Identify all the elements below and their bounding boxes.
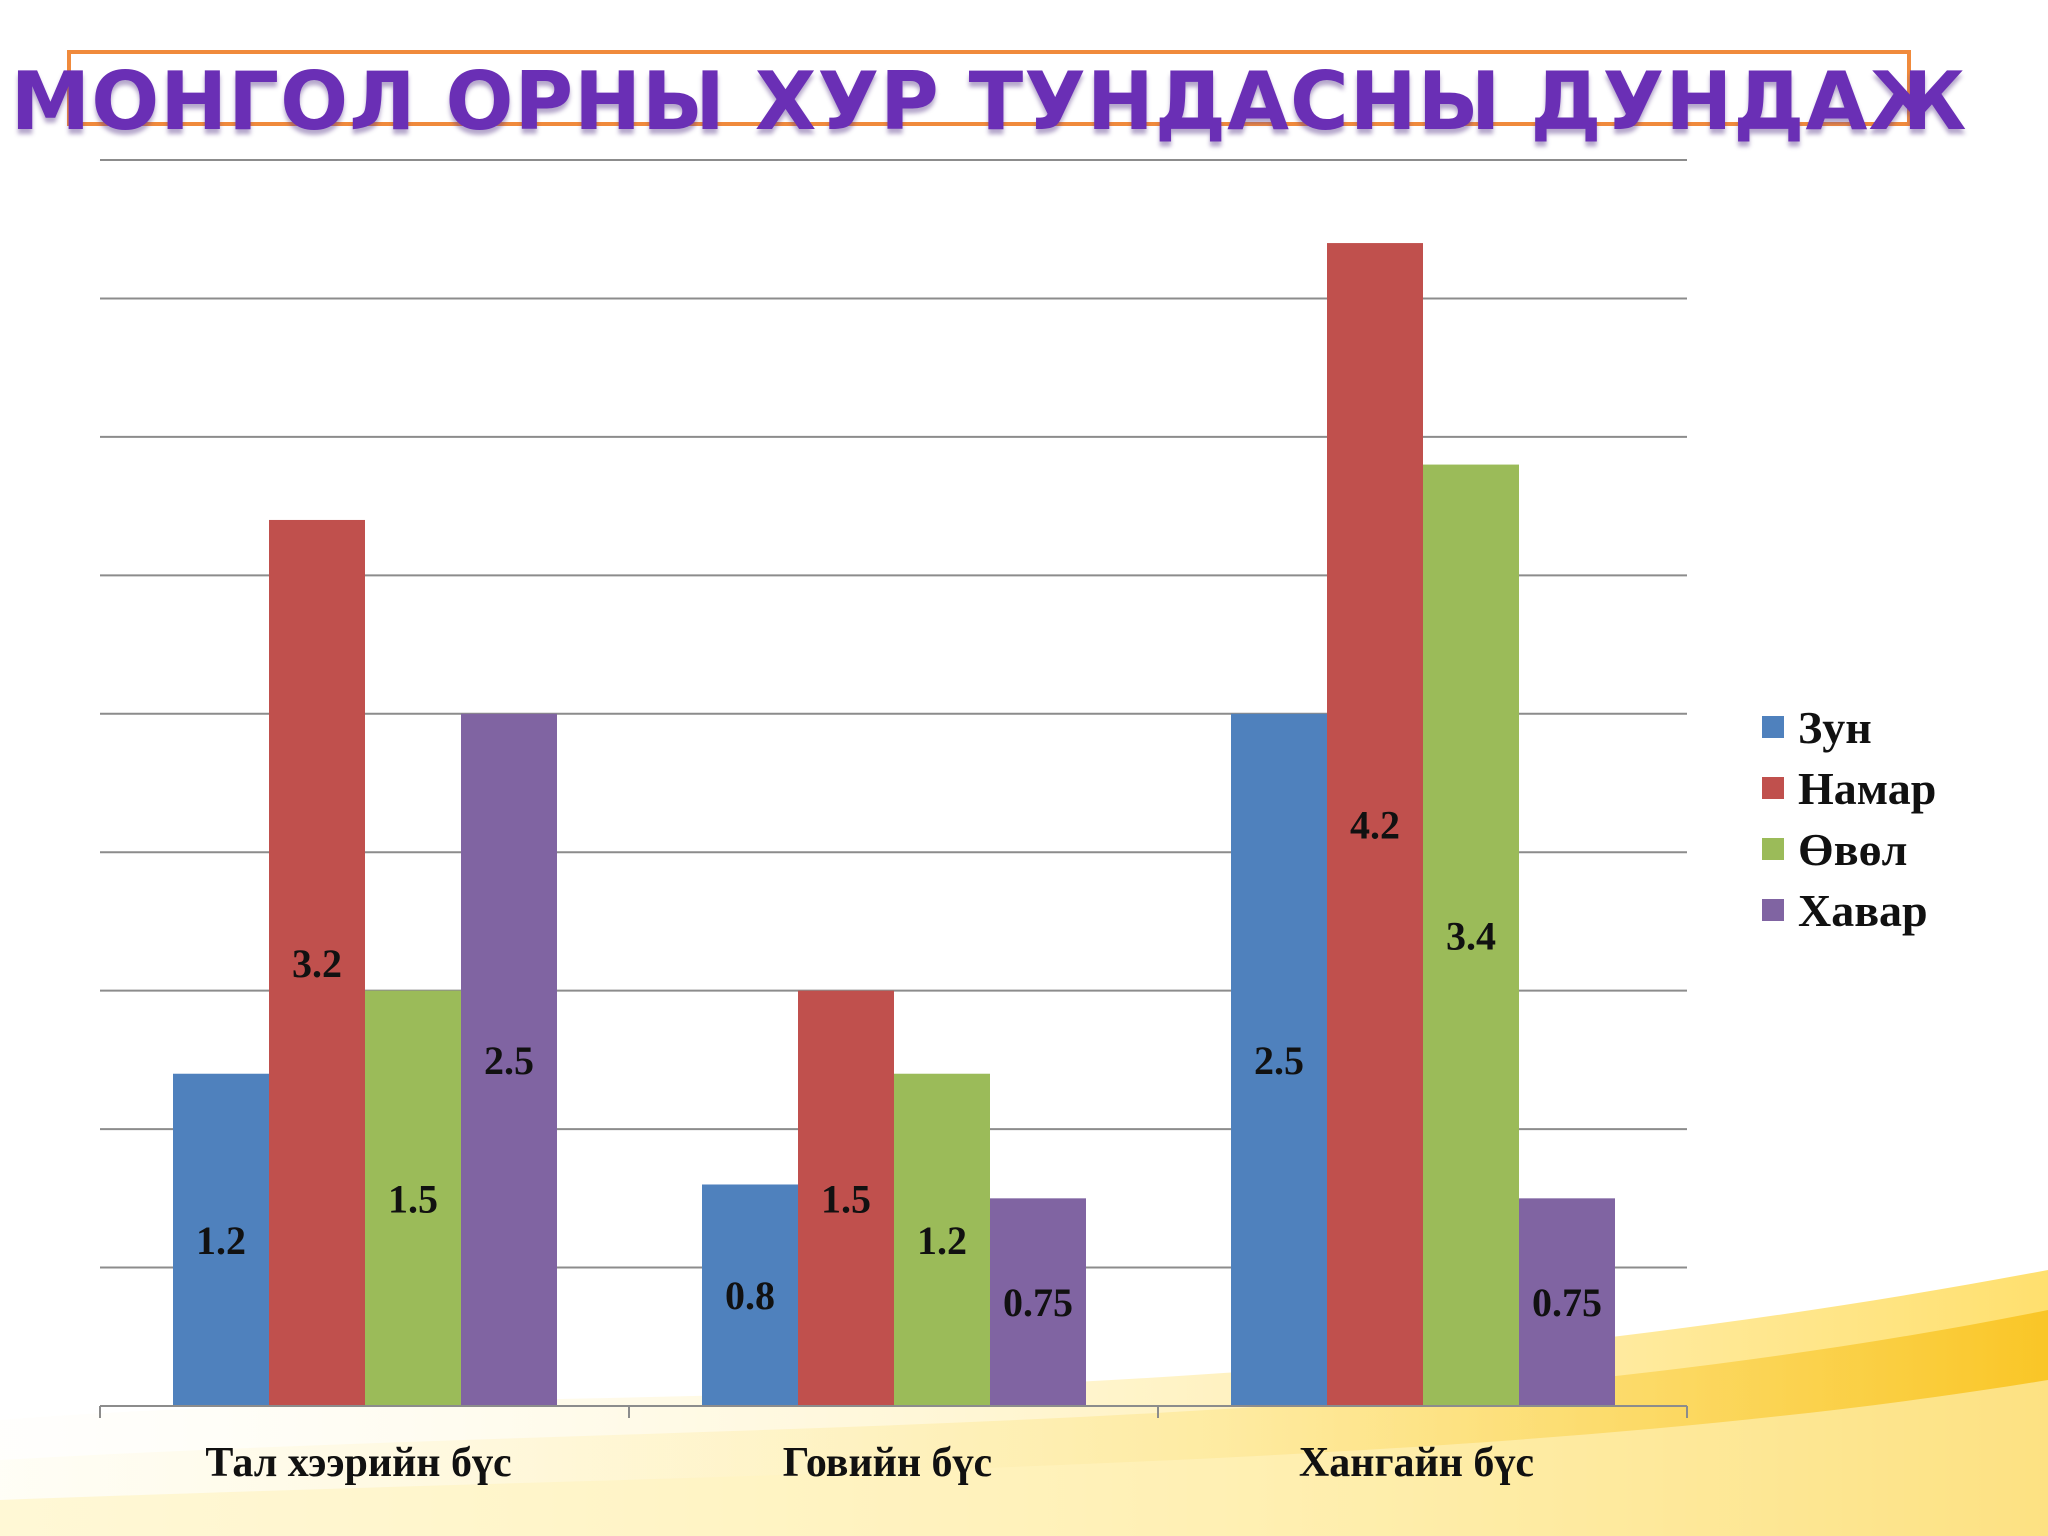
legend-swatch — [1762, 716, 1784, 738]
data-label: 2.5 — [1254, 1038, 1304, 1083]
data-label: 1.2 — [917, 1218, 967, 1263]
data-label: 3.4 — [1446, 913, 1496, 958]
legend-label: Өвөл — [1798, 824, 1907, 875]
data-label: 0.8 — [725, 1273, 775, 1318]
bar — [798, 990, 894, 1406]
bar — [1327, 243, 1423, 1407]
bar — [1519, 1198, 1615, 1406]
data-label: 0.75 — [1532, 1280, 1602, 1325]
category-label: Говийн бүс — [783, 1440, 992, 1486]
bar — [1231, 713, 1327, 1406]
legend-label: Хавар — [1798, 885, 1928, 936]
category-label: Хангайн бүс — [1299, 1440, 1534, 1486]
category-label: Тал хээрийн бүс — [205, 1440, 511, 1486]
title-box: МОНГОЛ ОРНЫ ХУР ТУНДАСНЫ ДУНДАЖ — [11, 50, 1966, 142]
data-label: 1.5 — [388, 1176, 438, 1221]
data-labels: 1.2 3.2 1.5 2.5 0.8 1.5 1.2 0.75 2.5 4.2 3.4 0.75 — [196, 803, 1602, 1326]
data-label: 0.75 — [1003, 1280, 1073, 1325]
bar — [894, 1073, 990, 1406]
data-label: 3.2 — [292, 941, 342, 986]
legend-swatch — [1762, 899, 1784, 921]
data-label: 1.5 — [821, 1176, 871, 1221]
bar — [365, 990, 461, 1406]
bar — [1423, 464, 1519, 1407]
bar — [269, 519, 365, 1406]
legend-swatch — [1762, 777, 1784, 799]
bar — [173, 1073, 269, 1406]
bar — [990, 1198, 1086, 1406]
data-label: 4.2 — [1350, 803, 1400, 848]
x-axis: Тал хээрийн бүс Говийн бүс Хангайн бүс — [99, 1405, 1688, 1486]
legend: Зун Намар Өвөл Хавар — [1762, 702, 1936, 936]
bar — [461, 713, 557, 1406]
bars — [173, 243, 1615, 1407]
legend-swatch — [1762, 838, 1784, 860]
legend-label: Зун — [1798, 702, 1872, 753]
data-label: 1.2 — [196, 1218, 246, 1263]
page-title: МОНГОЛ ОРНЫ ХУР ТУНДАСНЫ ДУНДАЖ — [10, 55, 1968, 148]
data-label: 2.5 — [484, 1038, 534, 1083]
bar — [702, 1184, 798, 1406]
legend-label: Намар — [1798, 763, 1936, 814]
